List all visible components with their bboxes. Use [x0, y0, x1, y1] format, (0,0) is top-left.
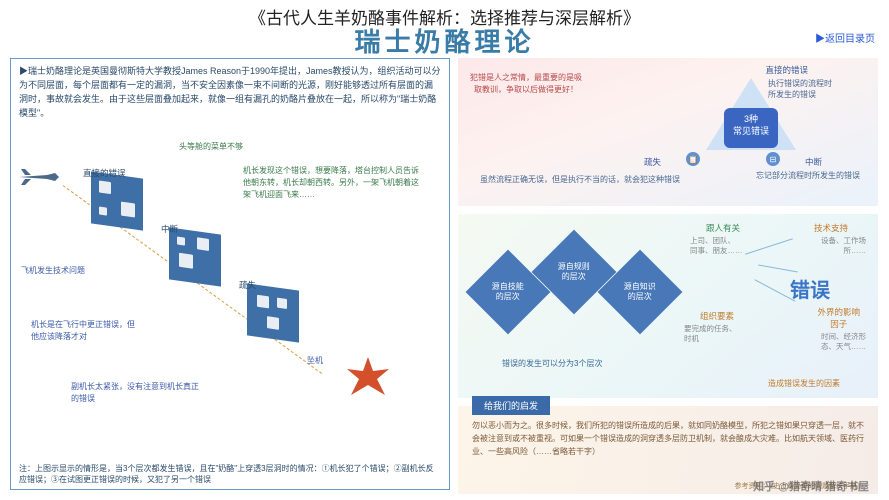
tree-line-2 [758, 265, 798, 273]
cheese-label-3: 疏失 [239, 279, 256, 291]
icon-slip: 📋 [686, 152, 700, 166]
cheese-label-2: 中断 [161, 223, 178, 235]
desc-direct: 执行错误的流程时 所发生的错误 [768, 78, 862, 100]
error-word: 错误 [790, 274, 830, 303]
layer-knowledge: 源自知识 的层次 [598, 250, 683, 335]
annot-2: 机长发现这个错误，想要降落，塔台控制人员告诉他朝东转，机长却朝西转。另外，一架飞… [243, 165, 423, 201]
cheese-slice-2 [169, 227, 221, 286]
left-footer: 注：上图示显示的情形是，当3个层次都发生错误，且在"奶酪"上穿透3层洞时的情况：… [19, 463, 441, 485]
desc-slip: 虽然流程正确无误，但是执行不当的话，就会犯这种错误 [480, 174, 690, 185]
layer-skill: 源自技能 的层次 [466, 250, 551, 335]
layer-rule: 源自规则 的层次 [532, 230, 617, 315]
cause-1: 跟人有关 [706, 222, 740, 234]
cause-2: 技术支持 [814, 222, 848, 234]
cheese-label-1: 直接的错误 [83, 167, 126, 179]
annot-1: 头等舱的菜单不够 [179, 141, 243, 153]
section-errors: 犯错是人之常情，最重要的是吸取教训，争取以后做得更好！ 3种常见错误 直接的错误… [458, 58, 878, 206]
annot-5: 副机长太紧张，没有注意到机长真正的错误 [71, 381, 201, 405]
layer-caption: 错误的发生可以分为3个层次 [502, 358, 602, 369]
cause-1-desc: 上司、团队、 同事、朋友…… [690, 236, 743, 256]
main-title: 瑞士奶酪理论 [0, 22, 889, 59]
crash-icon [345, 355, 391, 401]
label-direct: 直接的错误 [765, 64, 808, 76]
insight-body: 勿以恶小而为之。很多时候，我们所犯的错误所造成的后果，就如同奶酪模型，所犯之错如… [472, 420, 864, 458]
cause-2-desc: 设备、工作场 所…… [821, 236, 866, 256]
cause-4: 外界的影响 因子 [817, 306, 860, 330]
error-intro: 犯错是人之常情，最重要的是吸取教训，争取以后做得更好！ [468, 72, 584, 96]
cause-3: 组织要素 [700, 310, 734, 322]
triangle-core: 3种常见错误 [724, 108, 778, 148]
annot-6: 坠机 [307, 355, 323, 367]
label-break: 中断 [805, 156, 822, 168]
cheese-slice-3 [247, 283, 299, 342]
section-layers: 源自技能 的层次 源自规则 的层次 源自知识 的层次 错误的发生可以分为3个层次… [458, 214, 878, 398]
label-slip: 疏失 [644, 156, 661, 168]
tree-line-1 [745, 238, 793, 254]
cause-3-desc: 要完成的任务、 时机 [684, 324, 737, 344]
causes-title: 造成错误发生的因素 [768, 378, 840, 389]
left-panel: ▶瑞士奶酪理论是英国曼彻斯特大学教授James Reason于1990年提出，J… [10, 58, 450, 490]
annot-4: 机长是在飞行中更正错误，但他应该降落才对 [31, 319, 141, 343]
intro-text: ▶瑞士奶酪理论是英国曼彻斯特大学教授James Reason于1990年提出，J… [19, 65, 441, 121]
cheese-slice-1 [91, 171, 143, 230]
cause-4-desc: 时间、经济形 态、天气…… [821, 332, 866, 352]
annot-3: 飞机发生技术问题 [21, 265, 85, 277]
desc-break: 忘记部分流程时所发生的错误 [756, 170, 864, 181]
icon-break: ⊟ [766, 152, 780, 166]
insight-title: 给我们的启发 [472, 396, 550, 415]
airplane-icon [17, 167, 61, 187]
right-zone: 犯错是人之常情，最重要的是吸取教训，争取以后做得更好！ 3种常见错误 直接的错误… [458, 58, 878, 490]
watermark: 知乎 @猎奇晴 猎奇书屋 [753, 478, 869, 494]
back-link[interactable]: ▶返回目录页 [815, 30, 875, 45]
